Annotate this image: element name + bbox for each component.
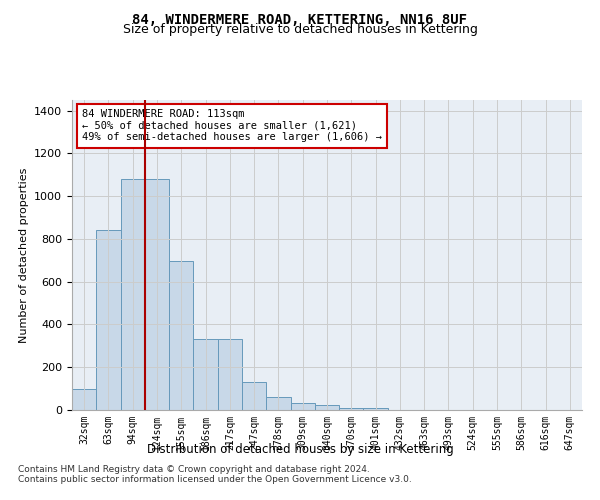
Bar — [96, 230, 121, 410]
Text: Contains public sector information licensed under the Open Government Licence v3: Contains public sector information licen… — [18, 476, 412, 484]
Bar — [193, 340, 218, 410]
Text: Contains HM Land Registry data © Crown copyright and database right 2024.: Contains HM Land Registry data © Crown c… — [18, 466, 370, 474]
Text: Size of property relative to detached houses in Kettering: Size of property relative to detached ho… — [122, 22, 478, 36]
Text: Distribution of detached houses by size in Kettering: Distribution of detached houses by size … — [146, 442, 454, 456]
Bar — [169, 262, 193, 410]
Bar — [339, 408, 364, 410]
Bar — [121, 179, 145, 410]
Bar — [266, 397, 290, 410]
Text: 84 WINDERMERE ROAD: 113sqm
← 50% of detached houses are smaller (1,621)
49% of s: 84 WINDERMERE ROAD: 113sqm ← 50% of deta… — [82, 110, 382, 142]
Bar — [364, 408, 388, 410]
Bar — [72, 388, 96, 410]
Bar — [315, 404, 339, 410]
Bar — [145, 179, 169, 410]
Text: 84, WINDERMERE ROAD, KETTERING, NN16 8UF: 84, WINDERMERE ROAD, KETTERING, NN16 8UF — [133, 12, 467, 26]
Bar — [290, 402, 315, 410]
Bar — [242, 382, 266, 410]
Bar — [218, 340, 242, 410]
Y-axis label: Number of detached properties: Number of detached properties — [19, 168, 29, 342]
